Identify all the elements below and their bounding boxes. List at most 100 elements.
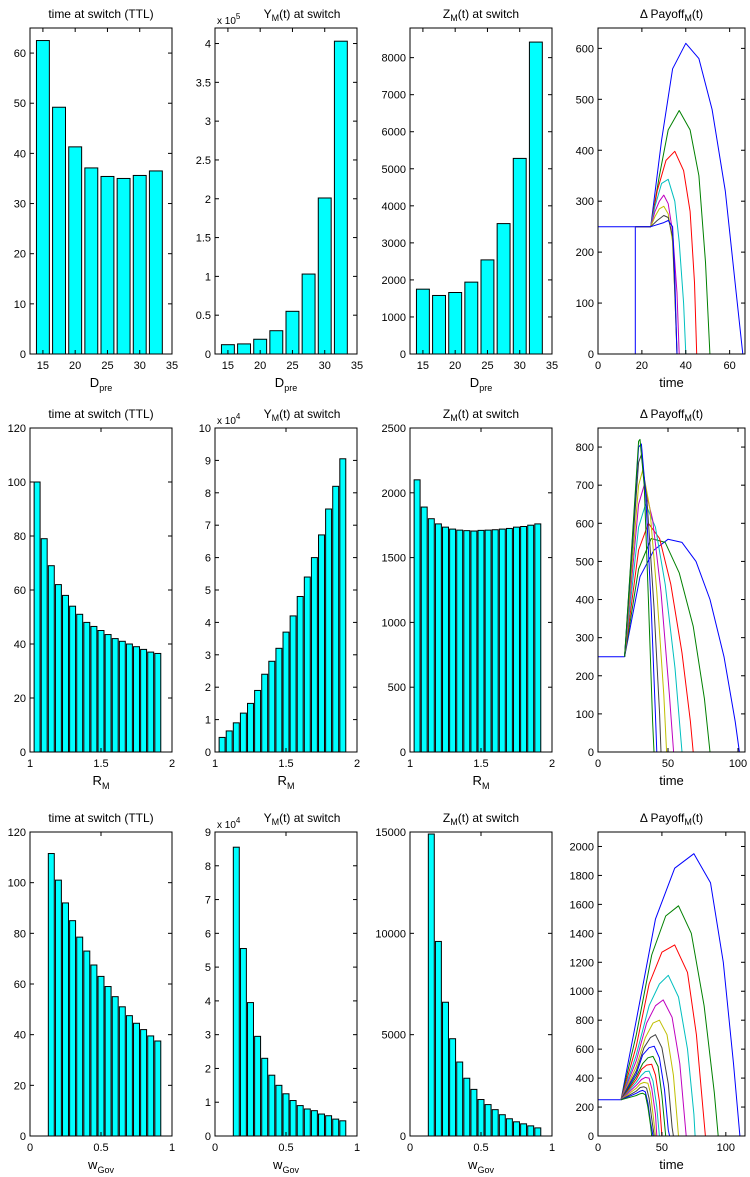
xtick-label: 1 <box>212 758 218 770</box>
axes-frame <box>214 27 358 355</box>
bar-r2c2-10 <box>289 615 297 753</box>
ytick-label: 100 <box>576 298 594 310</box>
ytick-label: 1 <box>205 715 211 727</box>
bar-r3c2-1 <box>239 948 247 1137</box>
bar-r3c3-8 <box>484 1104 492 1137</box>
series-line-r1c4-6 <box>635 215 678 354</box>
ytick-label: 2000 <box>382 275 406 287</box>
xtick-label: 0 <box>27 1142 33 1154</box>
ytick-label: 80 <box>14 531 26 543</box>
bar-r3c2-6 <box>275 1084 283 1137</box>
bar-r3c1-6 <box>90 964 98 1137</box>
xtick-label: 0 <box>595 1142 601 1154</box>
ytick-label: 800 <box>576 442 594 454</box>
chart-title: Δ PayoffM(t) <box>640 7 703 23</box>
bar-r1c2-4 <box>285 310 300 355</box>
bar-r2c1-17 <box>154 652 162 753</box>
panel-r3c1: 0 20 40 60 80 100 120 0 0.5 1 time at switch (TTL)… <box>8 811 175 1175</box>
xtick-label: 0 <box>407 1142 413 1154</box>
chart-title: YM(t) at switch <box>264 407 341 423</box>
ytick-label: 6 <box>205 928 211 940</box>
series-line-r3c4-10 <box>620 1070 660 1136</box>
bar-r1c3-5 <box>496 223 511 355</box>
bar-r1c3-7 <box>528 41 543 355</box>
ytick-label: 3 <box>205 1030 211 1042</box>
bar-r1c1-6 <box>132 174 147 355</box>
ytick-label: 1600 <box>570 899 594 911</box>
ytick-label: 1 <box>205 1097 211 1109</box>
panel-r1c2: 0 0.5 1 1.5 2 2.5 3 3.5 4 15 20 25 30 35 YM(t) at swit… <box>196 7 363 393</box>
bar-r2c1-1 <box>40 538 48 753</box>
bar-r1c1-1 <box>52 106 66 355</box>
xtick-label: 35 <box>166 360 178 372</box>
bar-r2c3-0 <box>413 479 421 753</box>
bar-r2c1-15 <box>140 648 148 753</box>
bar-r3c3-13 <box>520 1123 528 1137</box>
bar-r1c2-1 <box>237 343 251 355</box>
ytick-label: 0 <box>588 747 594 759</box>
ytick-label: 800 <box>576 1015 594 1027</box>
axes-frame <box>29 27 173 355</box>
panel-r1c4: 0 100 200 300 400 500 600 0 20 40 60 Δ PayoffM(t) ti… <box>576 7 746 390</box>
bar-r2c2-7 <box>268 660 276 753</box>
x-axis-label: time <box>659 1157 684 1172</box>
plot-area <box>215 28 357 354</box>
xtick-label: 1 <box>169 1142 175 1154</box>
bar-r3c2-4 <box>261 1057 269 1137</box>
bar-r2c3-8 <box>470 530 478 753</box>
series-line-r2c4-8 <box>624 438 655 752</box>
bar-r1c1-0 <box>35 40 50 355</box>
ytick-label: 9 <box>205 455 211 467</box>
bar-r2c3-3 <box>434 523 442 753</box>
xtick-label: 60 <box>724 360 736 372</box>
bar-r3c2-8 <box>289 1100 297 1137</box>
ytick-label: 10000 <box>375 928 406 940</box>
xtick-label: 20 <box>69 360 81 372</box>
plot-area <box>598 832 745 1136</box>
ytick-label: 2 <box>205 1063 211 1075</box>
bar-r2c2-4 <box>247 702 254 753</box>
xtick-label: 35 <box>351 360 363 372</box>
bar-r1c1-2 <box>68 146 83 355</box>
axes-frame <box>597 427 746 753</box>
ytick-label: 0 <box>205 747 211 759</box>
bar-r2c3-6 <box>456 529 464 753</box>
xtick-label: 15 <box>222 360 234 372</box>
bar-r2c2-16 <box>332 485 340 753</box>
bar-r3c3-6 <box>470 1088 478 1137</box>
ytick-label: 600 <box>576 1044 594 1056</box>
axes-frame <box>597 831 746 1137</box>
series-line-r3c4-4 <box>620 999 687 1136</box>
bar-r1c2-3 <box>269 330 284 355</box>
ytick-label: 0 <box>205 1131 211 1143</box>
xtick-label: 1 <box>549 1142 555 1154</box>
ytick-label: 0 <box>205 349 211 361</box>
ytick-label: 1200 <box>570 957 594 969</box>
bar-r1c3-0 <box>415 288 430 355</box>
bar-r2c2-5 <box>254 689 262 753</box>
ytick-label: 2500 <box>382 423 406 435</box>
ytick-label: 0 <box>400 747 406 759</box>
series-line-r3c4-11 <box>620 1076 658 1136</box>
bar-r2c3-13 <box>505 527 513 753</box>
xtick-label: 20 <box>636 360 648 372</box>
bar-r2c1-3 <box>54 584 62 753</box>
bar-r2c1-4 <box>62 594 69 753</box>
ytick-label: 100 <box>8 878 26 890</box>
bar-r2c1-8 <box>90 625 98 753</box>
series-line-r3c4-8 <box>620 1055 667 1136</box>
bar-r3c1-1 <box>54 879 62 1137</box>
ytick-label: 2 <box>205 682 211 694</box>
panel-r2c4: 0 100 200 300 400 500 600 700 800 0 50 100 Δ PayoffM… <box>576 407 748 788</box>
ytick-label: 20 <box>14 1080 26 1092</box>
ytick-label: 6000 <box>382 127 406 139</box>
ytick-label: 4 <box>205 39 211 51</box>
ytick-label: 2.5 <box>196 155 211 167</box>
ytick-label: 1800 <box>570 870 594 882</box>
xtick-label: 35 <box>546 360 558 372</box>
bar-r2c2-9 <box>282 631 290 753</box>
bar-r2c1-6 <box>76 613 84 753</box>
bar-r2c1-16 <box>147 651 155 753</box>
ytick-label: 5000 <box>382 1030 406 1042</box>
